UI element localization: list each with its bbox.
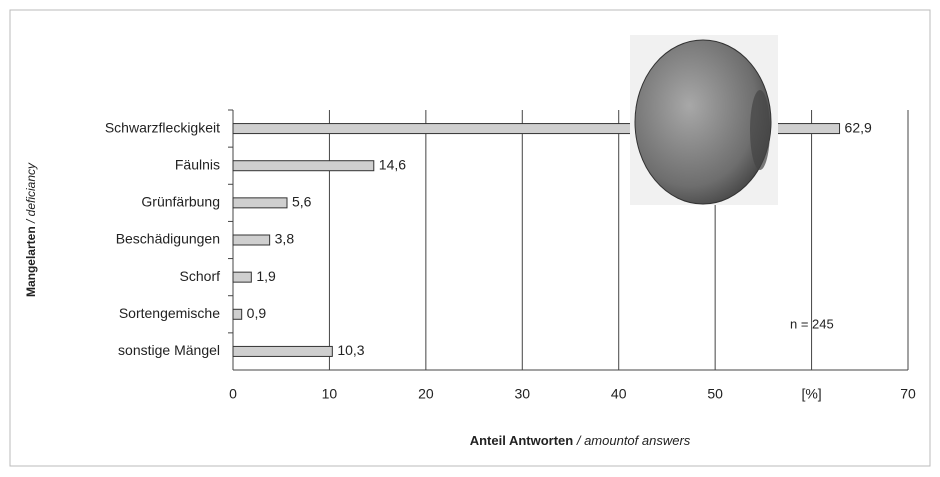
bar (233, 161, 374, 171)
value-label: 10,3 (337, 342, 364, 358)
bar (233, 198, 287, 208)
y-tick-label: Fäulnis (175, 156, 220, 172)
value-label: 0,9 (247, 305, 267, 321)
bar (233, 309, 242, 319)
value-label: 5,6 (292, 194, 312, 210)
y-tick-label: Schorf (180, 268, 221, 284)
x-tick-label: 50 (707, 386, 723, 402)
bar (233, 124, 840, 134)
y-tick-label: Beschädigungen (116, 231, 220, 247)
y-label-sub: / deficiancy (24, 162, 38, 224)
y-tick-label: sonstige Mängel (118, 342, 220, 358)
x-axis-label: Anteil Antworten / amountof answers (470, 433, 691, 448)
chart: Anteil Antworten / amountof answers Mang… (0, 0, 940, 477)
x-tick-label: 10 (322, 386, 338, 402)
x-tick-label: 30 (514, 386, 530, 402)
x-tick-label: 0 (229, 386, 237, 402)
x-tick-label: 40 (611, 386, 627, 402)
page: Anteil Antworten / amountof answers Mang… (0, 0, 940, 477)
value-label: 14,6 (379, 156, 406, 172)
x-tick-label: 20 (418, 386, 434, 402)
bar (233, 235, 270, 245)
x-label-main: Anteil Antworten (470, 433, 574, 448)
bar (233, 346, 332, 356)
bar (233, 272, 251, 282)
value-label: 62,9 (845, 119, 872, 135)
y-tick-label: Sortengemische (119, 305, 220, 321)
y-label-main: Mangelarten (24, 226, 38, 297)
y-tick-label: Grünfärbung (141, 194, 220, 210)
y-axis-label: Mangelarten / deficiancy (24, 162, 38, 297)
x-label-sub: / amountof answers (576, 433, 691, 448)
value-label: 1,9 (256, 268, 276, 284)
x-tick-label: 70 (900, 386, 916, 402)
x-tick-label: [%] (801, 386, 821, 402)
y-tick-label: Schwarzfleckigkeit (105, 119, 220, 135)
value-label: 3,8 (275, 231, 295, 247)
